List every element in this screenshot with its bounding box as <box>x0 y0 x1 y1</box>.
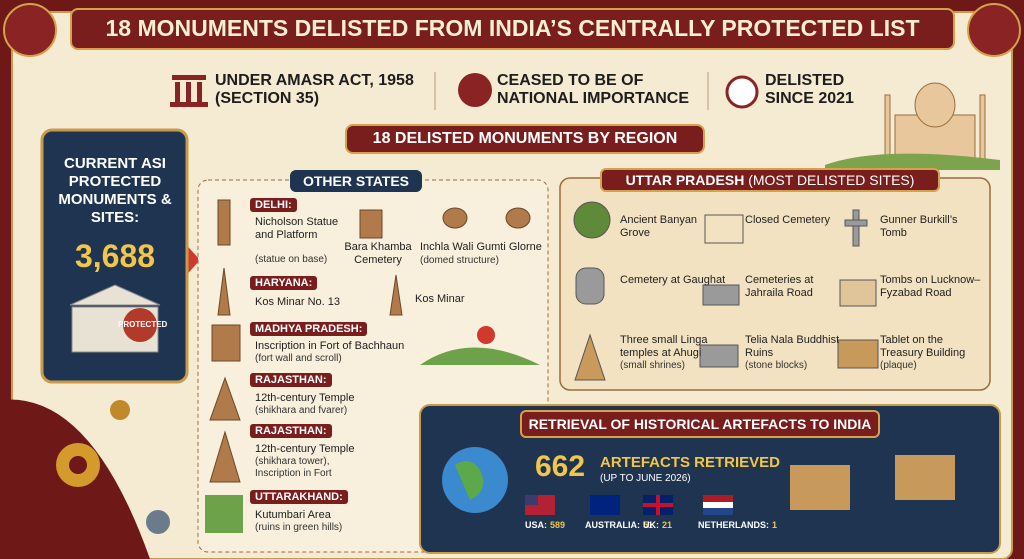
section-title: UTTAR PRADESH (MOST DELISTED SITES) <box>600 168 940 192</box>
site-name: Tablet on the Treasury Building <box>880 334 966 359</box>
country: NETHERLANDS: 1 <box>698 520 777 530</box>
retrieval-note: (UP TO JUNE 2026) <box>600 473 691 484</box>
header-item: DELISTED SINCE 2021 <box>765 72 854 107</box>
title: 18 MONUMENTS DELISTED FROM INDIA’S CENTR… <box>105 15 920 41</box>
site-name: Cemeteries at Jahraila Road <box>745 274 814 299</box>
retrieval-title: RETRIEVAL OF HISTORICAL ARTEFACTS TO IND… <box>520 410 880 438</box>
site-name: Nicholson Statue and Platform <box>255 216 339 241</box>
site-name: Kos Minar No. 13 <box>255 296 340 308</box>
site-name: Cemetery at Gaughat <box>620 274 726 286</box>
state-label: HARYANA: <box>250 276 318 290</box>
site-note: (ruins in green hills) <box>255 522 343 533</box>
site-note: (shikhara and fvarer) <box>255 405 348 416</box>
section-title: OTHER STATES <box>290 170 422 192</box>
site-name: 12th-century Temple <box>255 443 355 455</box>
state-label: UTTARAKHAND: <box>250 490 348 504</box>
country: AUSTRALIA: 51 <box>585 520 653 530</box>
site-note: (small shrines) <box>620 360 686 371</box>
asi-label: CURRENT ASI PROTECTED MONUMENTS & SITES: <box>58 155 172 226</box>
country-name: UK: <box>643 520 659 530</box>
site-name: Inscription in Fort of Bachhaun <box>255 340 405 352</box>
up-title: UTTAR PRADESH <box>625 172 745 188</box>
state-label: RAJASTHAN: <box>250 424 332 438</box>
country-count: 1 <box>772 520 778 530</box>
site-note: (shikhara tower), Inscription in Fort <box>255 456 332 479</box>
title-banner <box>70 8 955 50</box>
site-name: Telia Nala Buddhist Ruins <box>745 334 840 359</box>
site-name: Ancient Banyan Grove <box>620 214 698 239</box>
country-name: NETHERLANDS: <box>698 520 769 530</box>
retrieval-count: 662 <box>535 450 586 483</box>
site-name: Bara Khamba Cemetery <box>344 241 412 266</box>
site-name: Three small Linga temples at Ahugi <box>620 334 708 359</box>
country: USA: 589 <box>525 520 565 530</box>
site-name: Kutumbari Area <box>255 509 331 521</box>
country-name: USA: <box>525 520 547 530</box>
site-name: Gunner Burkill’s Tomb <box>880 214 958 239</box>
site-name: 12th-century Temple <box>255 392 355 404</box>
site-name: Kos Minar <box>415 293 465 305</box>
site-note: (statue on base) <box>255 254 328 265</box>
site-note: (domed structure) <box>420 255 499 266</box>
state-label: DELHI: <box>250 198 297 212</box>
country-count: 21 <box>662 520 673 530</box>
site-note: (stone blocks) <box>745 360 808 371</box>
country-name: AUSTRALIA: <box>585 520 640 530</box>
retrieval-label: ARTEFACTS RETRIEVED <box>600 454 781 471</box>
up-subtitle: (MOST DELISTED SITES) <box>748 172 915 188</box>
site-note: (plaque) <box>880 360 917 371</box>
region-banner: 18 DELISTED MONUMENTS BY REGION <box>345 124 705 154</box>
site-name: Inchla Wali Gumti Glorne <box>420 241 542 253</box>
country-count: 589 <box>550 520 566 530</box>
state-label: MADHYA PRADESH: <box>250 322 368 336</box>
country: UK: 21 <box>643 520 672 530</box>
site-name: Tombs on Lucknow–Fyzabad Road <box>880 274 981 299</box>
site-name: Closed Cemetery <box>745 214 830 226</box>
country-count: 51 <box>643 520 654 530</box>
header-item: CEASED TO BE OF NATIONAL IMPORTANCE <box>497 72 689 107</box>
site-note: (fort wall and scroll) <box>255 353 342 364</box>
asi-value: 3,688 <box>74 238 156 274</box>
header-item: UNDER AMASR ACT, 1958 (SECTION 35) <box>215 72 414 107</box>
badge: PROTECTED <box>118 320 168 329</box>
state-label: RAJASTHAN: <box>250 373 332 387</box>
